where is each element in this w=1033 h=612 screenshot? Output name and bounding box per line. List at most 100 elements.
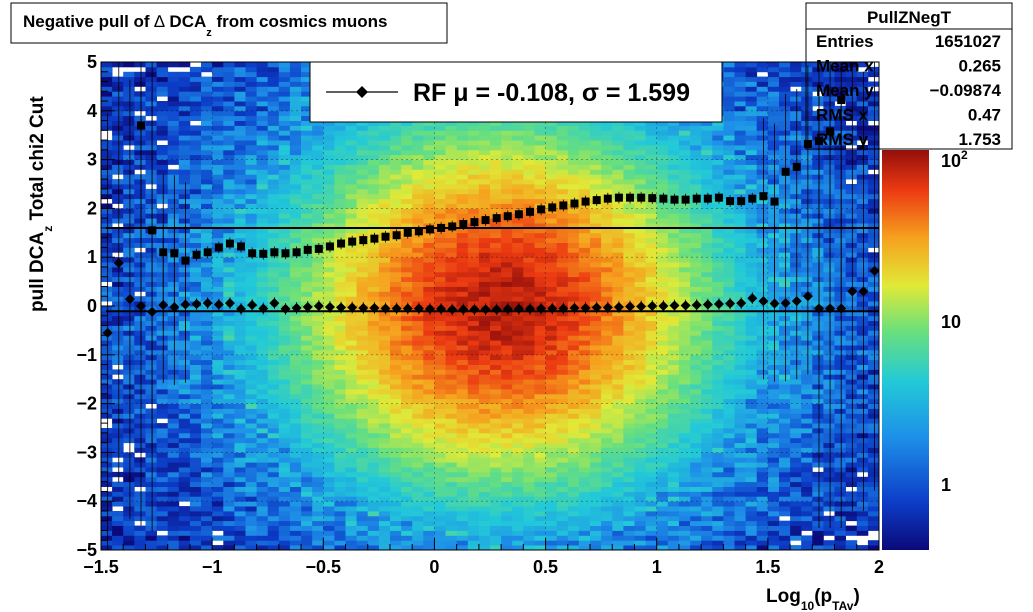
- heatmap-cell: [356, 345, 369, 351]
- heatmap-cell: [501, 340, 513, 346]
- heatmap-cell: [590, 423, 602, 429]
- heatmap-cell: [256, 96, 269, 102]
- heatmap-cell: [434, 398, 446, 404]
- heatmap-cell: [612, 447, 624, 453]
- heatmap-cell: [345, 545, 357, 550]
- heatmap-cell: [201, 242, 213, 248]
- heatmap-cell: [401, 530, 413, 536]
- heatmap-cell: [134, 315, 146, 322]
- heatmap-cell: [178, 115, 191, 121]
- heatmap-cell: [456, 154, 469, 160]
- heatmap-cell: [534, 384, 546, 390]
- heatmap-cell: [601, 501, 613, 507]
- heatmap-cell: [578, 325, 591, 331]
- heatmap-cell: [367, 535, 380, 541]
- heatmap-cell: [145, 545, 157, 550]
- heatmap-cell: [412, 384, 424, 390]
- heatmap-cell: [134, 442, 146, 448]
- heatmap-cell: [412, 179, 424, 185]
- heatmap-cell: [112, 418, 124, 424]
- heatmap-cell: [145, 164, 157, 170]
- heatmap-cell: [590, 291, 602, 297]
- heatmap-cell: [656, 535, 669, 541]
- heatmap-cell: [378, 408, 391, 414]
- heatmap-cell: [378, 193, 391, 200]
- heatmap-cell: [301, 530, 313, 536]
- heatmap-cell: [490, 374, 502, 380]
- heatmap-cell: [467, 232, 480, 239]
- heatmap-cell: [178, 515, 191, 522]
- heatmap-cell: [612, 125, 624, 131]
- heatmap-cell: [201, 110, 213, 117]
- heatmap-cell: [545, 540, 558, 546]
- heatmap-cell: [256, 340, 269, 346]
- heatmap-cell: [578, 530, 591, 536]
- heatmap-cell: [445, 281, 457, 287]
- heatmap-cell: [601, 515, 613, 522]
- heatmap-cell: [201, 164, 213, 170]
- heatmap-cell: [401, 462, 413, 468]
- heatmap-cell: [178, 364, 191, 370]
- heatmap-cell: [289, 335, 302, 341]
- heatmap-cell: [456, 340, 469, 346]
- heatmap-cell: [434, 125, 446, 131]
- heatmap-cell: [256, 184, 269, 190]
- heatmap-cell: [423, 291, 435, 297]
- heatmap-cell: [212, 481, 224, 487]
- heatmap-cell: [367, 545, 380, 550]
- heatmap-cell: [278, 364, 291, 370]
- heatmap-cell: [312, 145, 324, 151]
- heatmap-cell: [490, 227, 502, 234]
- heatmap-cell: [490, 252, 502, 258]
- heatmap-cell: [178, 86, 191, 92]
- heatmap-cell: [289, 174, 302, 180]
- heatmap-cell: [634, 413, 646, 419]
- heatmap-cell: [112, 86, 124, 92]
- heatmap-cell: [434, 476, 446, 483]
- heatmap-cell: [134, 403, 146, 409]
- heatmap-cell: [156, 330, 169, 336]
- heatmap-cell: [323, 227, 335, 234]
- heatmap-cell: [223, 86, 235, 92]
- heatmap-cell: [156, 184, 169, 190]
- heatmap-cell: [478, 393, 491, 400]
- heatmap-cell: [412, 130, 424, 136]
- heatmap-cell: [523, 237, 535, 243]
- heatmap-cell: [390, 174, 402, 180]
- heatmap-cell: [378, 442, 391, 448]
- heatmap-cell: [578, 267, 591, 273]
- heatmap-cell: [490, 325, 502, 331]
- heatmap-cell: [178, 545, 191, 550]
- heatmap-cell: [601, 506, 613, 512]
- heatmap-cell: [212, 310, 224, 317]
- heatmap-cell: [323, 491, 335, 497]
- heatmap-cell: [301, 149, 313, 156]
- heatmap-cell: [512, 457, 524, 463]
- heatmap-cell: [112, 125, 124, 131]
- heatmap-cell: [467, 257, 480, 263]
- heatmap-cell: [189, 218, 202, 224]
- heatmap-cell: [623, 271, 635, 278]
- heatmap-cell: [612, 242, 624, 248]
- heatmap-cell: [623, 237, 635, 243]
- heatmap-cell: [312, 501, 324, 507]
- heatmap-cell: [434, 188, 446, 195]
- heatmap-cell: [423, 188, 435, 195]
- heatmap-cell: [301, 540, 313, 546]
- heatmap-cell: [478, 398, 491, 404]
- heatmap-cell: [289, 418, 302, 424]
- heatmap-cell: [101, 213, 113, 219]
- heatmap-cell: [623, 349, 635, 356]
- heatmap-cell: [523, 540, 535, 546]
- heatmap-cell: [501, 330, 513, 336]
- heatmap-cell: [289, 476, 302, 483]
- heatmap-cell: [601, 447, 613, 453]
- heatmap-cell: [145, 276, 157, 282]
- heatmap-cell: [601, 442, 613, 448]
- heatmap-cell: [345, 159, 357, 165]
- heatmap-cell: [101, 71, 113, 78]
- heatmap-cell: [323, 393, 335, 400]
- heatmap-cell: [534, 193, 546, 200]
- heatmap-cell: [156, 267, 169, 273]
- heatmap-cell: [423, 511, 435, 517]
